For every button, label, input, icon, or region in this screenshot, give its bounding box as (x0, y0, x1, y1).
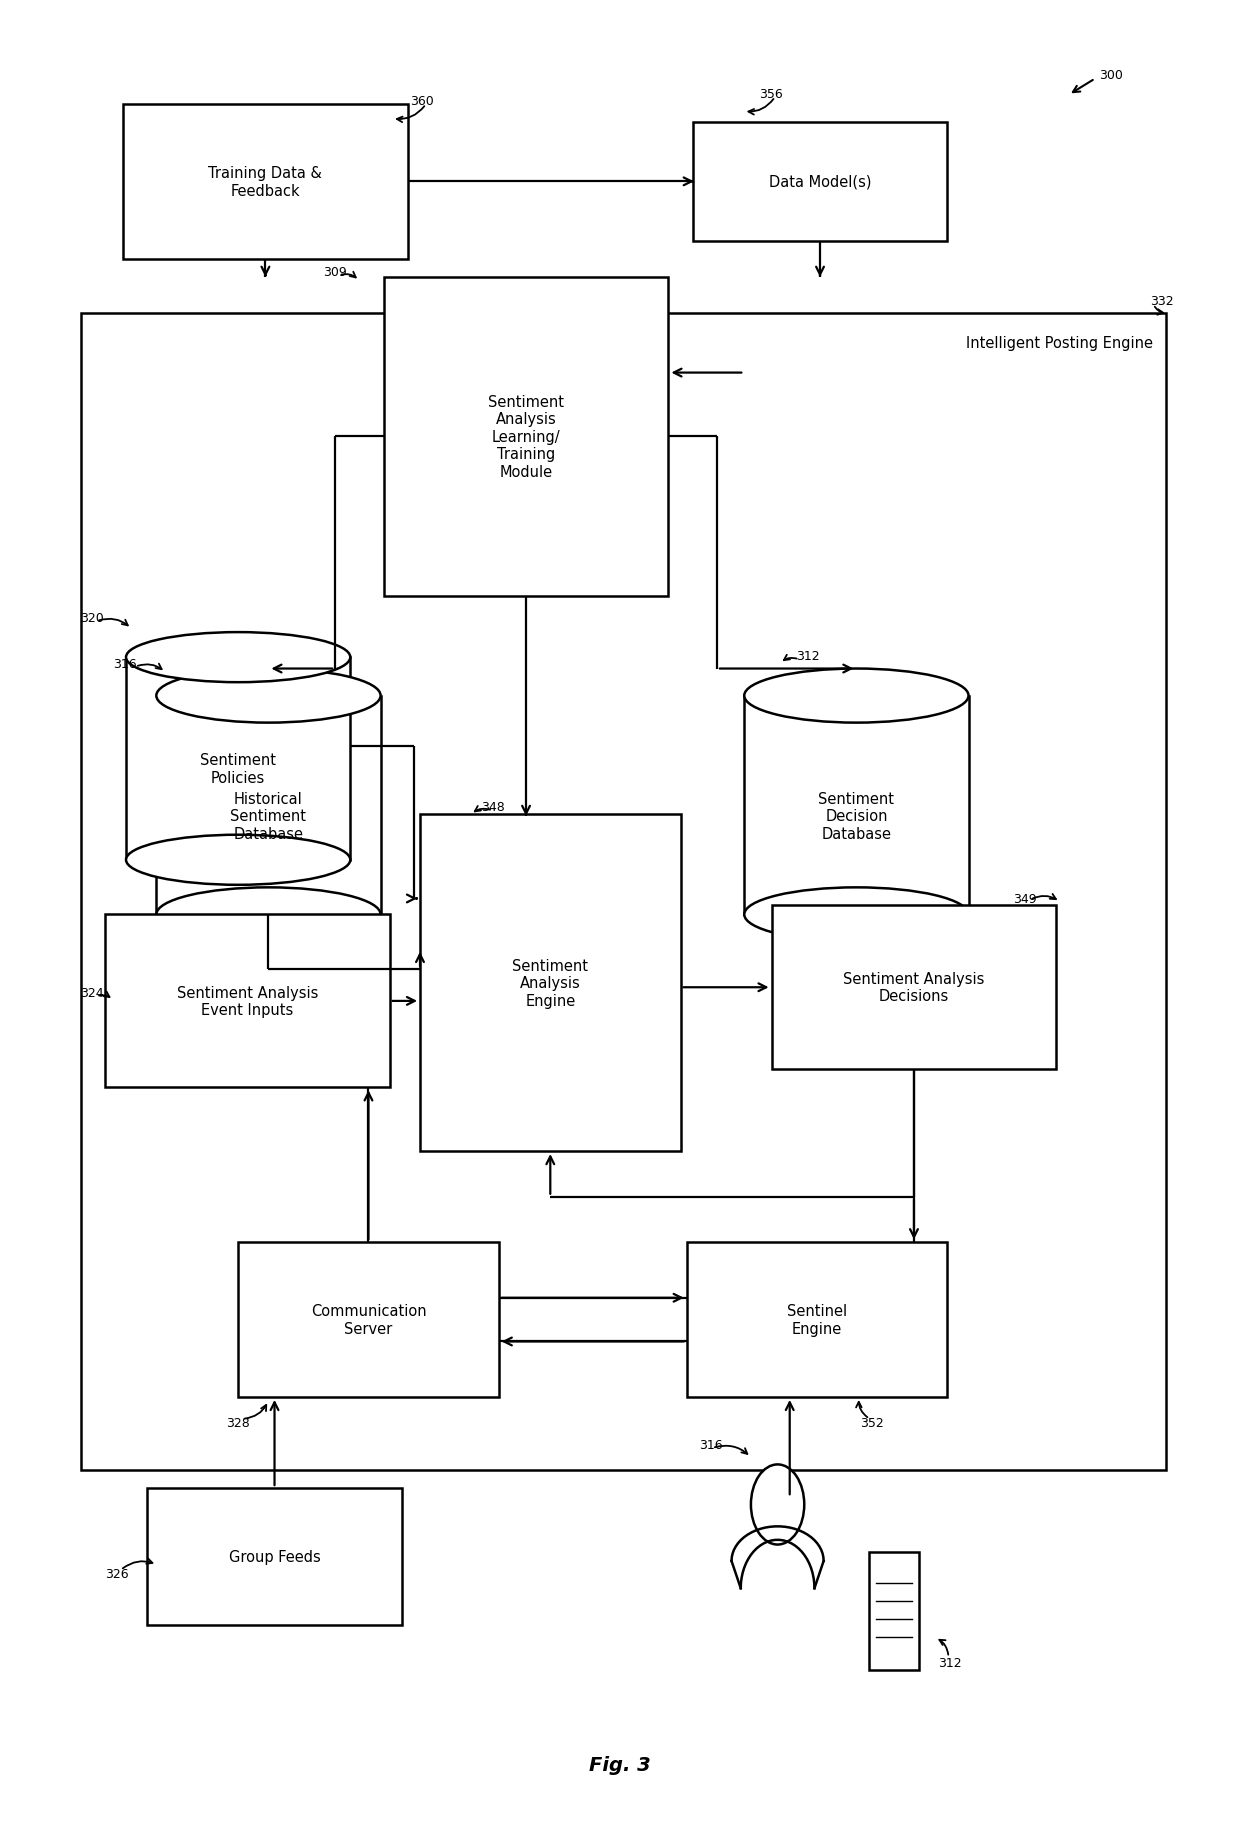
Text: Sentiment
Decision
Database: Sentiment Decision Database (818, 791, 894, 841)
Bar (868, 1552, 919, 1671)
Text: Data Model(s): Data Model(s) (769, 176, 872, 190)
Text: 312: 312 (937, 1656, 961, 1669)
Bar (126, 658, 350, 861)
Bar (693, 124, 947, 242)
Text: 332: 332 (1149, 296, 1173, 309)
Text: 320: 320 (81, 612, 104, 625)
Text: 356: 356 (759, 87, 784, 100)
Text: Sentinel
Engine: Sentinel Engine (787, 1303, 847, 1336)
Text: 309: 309 (322, 266, 347, 279)
Text: 326: 326 (105, 1567, 129, 1580)
Text: Training Data &
Feedback: Training Data & Feedback (208, 166, 322, 198)
Text: 328: 328 (226, 1416, 249, 1429)
Bar (81, 314, 1166, 1469)
Text: Sentiment
Policies: Sentiment Policies (200, 752, 277, 785)
Ellipse shape (126, 632, 350, 682)
Bar (105, 915, 389, 1088)
Bar (744, 697, 968, 915)
Bar (123, 105, 408, 259)
Ellipse shape (126, 835, 350, 885)
Text: Historical
Sentiment
Database: Historical Sentiment Database (231, 791, 306, 841)
Text: Intelligent Posting Engine: Intelligent Posting Engine (966, 336, 1153, 351)
Ellipse shape (744, 669, 968, 723)
Text: 316: 316 (699, 1438, 723, 1451)
Text: 352: 352 (861, 1416, 884, 1429)
Bar (238, 1242, 498, 1397)
Bar (156, 697, 381, 915)
Text: 300: 300 (1099, 68, 1122, 83)
Text: 360: 360 (410, 94, 434, 107)
Circle shape (751, 1465, 805, 1545)
Ellipse shape (156, 887, 381, 942)
Text: Sentiment Analysis
Event Inputs: Sentiment Analysis Event Inputs (176, 985, 317, 1018)
Text: 348: 348 (481, 800, 505, 813)
Bar (420, 815, 681, 1151)
Ellipse shape (744, 887, 968, 942)
Text: Sentiment
Analysis
Engine: Sentiment Analysis Engine (512, 959, 588, 1007)
Ellipse shape (156, 669, 381, 723)
Bar (687, 1242, 947, 1397)
Text: 349: 349 (1013, 893, 1037, 906)
Text: Communication
Server: Communication Server (311, 1303, 427, 1336)
Bar (148, 1488, 402, 1624)
Text: 324: 324 (81, 987, 104, 1000)
Text: 312: 312 (796, 650, 820, 663)
Text: Sentiment Analysis
Decisions: Sentiment Analysis Decisions (843, 972, 985, 1003)
Text: Sentiment
Analysis
Learning/
Training
Module: Sentiment Analysis Learning/ Training Mo… (489, 395, 564, 479)
Text: 316: 316 (113, 658, 136, 671)
Bar (771, 906, 1056, 1070)
Text: Group Feeds: Group Feeds (228, 1549, 320, 1563)
Bar (383, 277, 668, 597)
Text: Fig. 3: Fig. 3 (589, 1756, 651, 1774)
